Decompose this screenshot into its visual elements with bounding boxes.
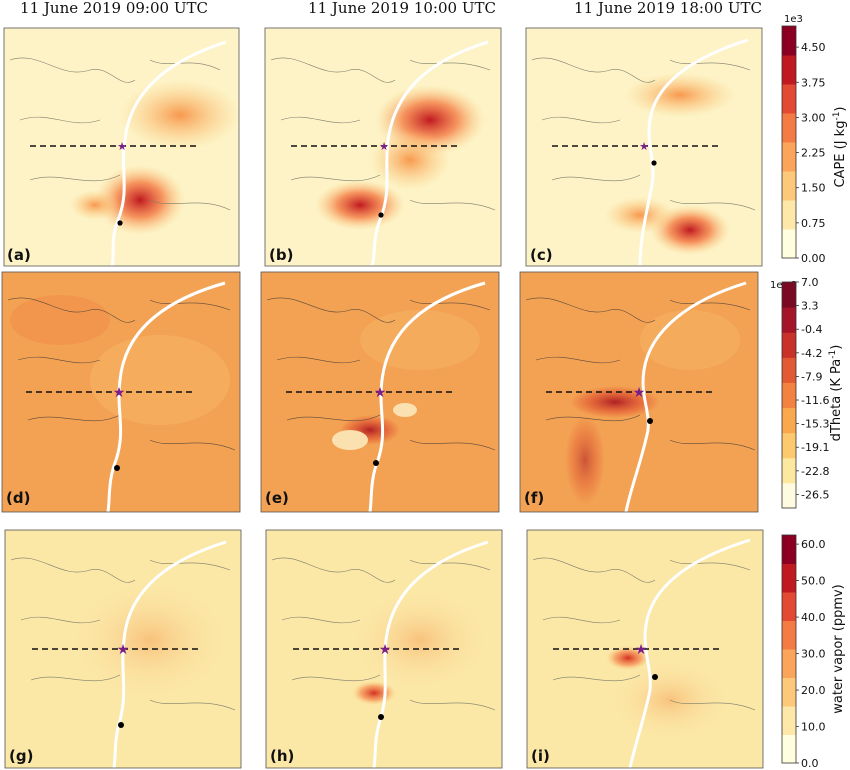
svg-text:★: ★ — [113, 385, 126, 401]
colorbar-tick-label: 0.75 — [801, 217, 826, 230]
panel-label-f: (f) — [524, 489, 544, 507]
svg-text:★: ★ — [374, 385, 387, 401]
colorbar-segment — [782, 535, 796, 564]
colorbar-tick-label: 0.00 — [801, 252, 826, 265]
colorbar-segment — [782, 734, 796, 764]
colorbar-segment — [782, 482, 796, 509]
colorbar-segment — [782, 382, 796, 409]
colorbar-tick-label: -22.8 — [801, 465, 829, 478]
svg-text:★: ★ — [639, 140, 649, 153]
colorbar-dtheta-label: dTheta (K Pa-1) — [828, 345, 844, 442]
colorbar-tick-label: 60.0 — [801, 538, 826, 551]
colorbar-tick-label: 3.00 — [801, 111, 826, 124]
svg-text:★: ★ — [633, 385, 646, 401]
colorbar-frame — [781, 25, 797, 259]
colorbar-tick-label: 3.75 — [801, 76, 826, 89]
panel-label-g: (g) — [9, 747, 33, 765]
panel-label-e: (e) — [265, 489, 289, 507]
colorbar-tick-label: -0.4 — [801, 323, 822, 336]
colorbar-cape: 1e3 CAPE (J kg-1) 4.50 3.75 3.00 2.25 1.50 0.… — [781, 14, 848, 265]
panel-c: ★ (c) — [525, 27, 763, 267]
colorbar-tick-label: 30.0 — [801, 648, 826, 661]
colorbar-segment — [782, 307, 796, 333]
colorbar-tick-label: 2.25 — [801, 147, 826, 160]
colorbar-segment — [782, 357, 796, 383]
svg-text:★: ★ — [117, 642, 130, 658]
svg-text:★: ★ — [635, 642, 648, 658]
colorbar-segment — [782, 142, 796, 172]
colorbar-segment — [782, 432, 796, 459]
colorbar-tick-label: 10.0 — [801, 721, 826, 734]
panel-g: ★ (g) — [4, 529, 242, 769]
colorbar-segment — [782, 706, 796, 735]
title-col-3: 11 June 2019 18:00 UTC — [574, 0, 762, 17]
colorbar-segment — [782, 649, 796, 678]
panel-i: ★ (i) — [526, 529, 764, 769]
panel-label-h: (h) — [270, 747, 294, 765]
panel-e: ★ (e) — [260, 271, 500, 513]
svg-text:★: ★ — [117, 140, 127, 153]
colorbar-segment — [782, 84, 796, 114]
colorbar-tick-label: 20.0 — [801, 684, 826, 697]
colorbar-segment — [782, 200, 796, 230]
colorbar-tick-label: 1.50 — [801, 182, 826, 195]
panel-label-a: (a) — [7, 246, 31, 264]
colorbar-tick-label: 0.0 — [801, 757, 819, 770]
colorbar-segment — [782, 113, 796, 143]
colorbar-tick-label: -7.9 — [801, 370, 822, 383]
panel-b: ★ (b) — [264, 27, 502, 267]
colorbar-segment — [782, 620, 796, 650]
panel-a: ★ (a) — [3, 27, 240, 267]
colorbar-tick-label: 7.0 — [801, 276, 819, 289]
title-col-2: 11 June 2019 10:00 UTC — [308, 0, 496, 17]
panel-label-b: (b) — [269, 246, 293, 264]
colorbar-segment — [782, 332, 796, 358]
panel-label-i: (i) — [531, 747, 550, 765]
colorbar-segment — [782, 592, 796, 621]
svg-text:★: ★ — [379, 140, 389, 153]
colorbar-tick-label: 3.3 — [801, 300, 819, 313]
colorbar-water-vapor-label: water vapor (ppmv) — [831, 584, 846, 714]
colorbar-cape-label: CAPE (J kg-1) — [832, 106, 848, 187]
colorbar-tick-label: -26.5 — [801, 488, 829, 501]
panel-h: ★ (h) — [265, 529, 503, 769]
colorbar-segment — [782, 407, 796, 434]
colorbar-segment — [782, 229, 796, 259]
colorbar-tick-label: -19.1 — [801, 441, 829, 454]
colorbar-tick-label: 4.50 — [801, 41, 826, 54]
colorbar-segment — [782, 26, 796, 56]
colorbar-water-vapor: water vapor (ppmv) 60.0 50.0 40.0 30.0 20.0 1… — [781, 534, 846, 770]
colorbar-tick-label: 40.0 — [801, 611, 826, 624]
colorbar-segment — [782, 55, 796, 85]
panel-label-d: (d) — [6, 489, 30, 507]
panel-f: ★ (f) — [519, 271, 759, 513]
colorbar-segment — [782, 677, 796, 707]
colorbar-segment — [782, 282, 796, 308]
colorbar-segment — [782, 171, 796, 201]
colorbar-tick-label: 50.0 — [801, 575, 826, 588]
colorbar-segment — [782, 563, 796, 593]
panel-d: ★ (d) — [1, 271, 241, 513]
colorbar-tick-label: -4.2 — [801, 347, 822, 360]
colorbar-frame — [781, 281, 797, 509]
svg-text:★: ★ — [379, 642, 392, 658]
colorbar-segment — [782, 457, 796, 484]
colorbar-frame — [781, 534, 797, 764]
colorbar-tick-label: -11.6 — [801, 394, 829, 407]
colorbar-tick-label: -15.3 — [801, 418, 829, 431]
title-col-1: 11 June 2019 09:00 UTC — [20, 0, 208, 17]
colorbar-dtheta: 1e−3 dTheta (K Pa-1) 7.03.3-0.4-4.2-7.9-… — [770, 276, 844, 509]
panel-label-c: (c) — [530, 246, 553, 264]
colorbar-cape-exponent: 1e3 — [784, 14, 803, 25]
